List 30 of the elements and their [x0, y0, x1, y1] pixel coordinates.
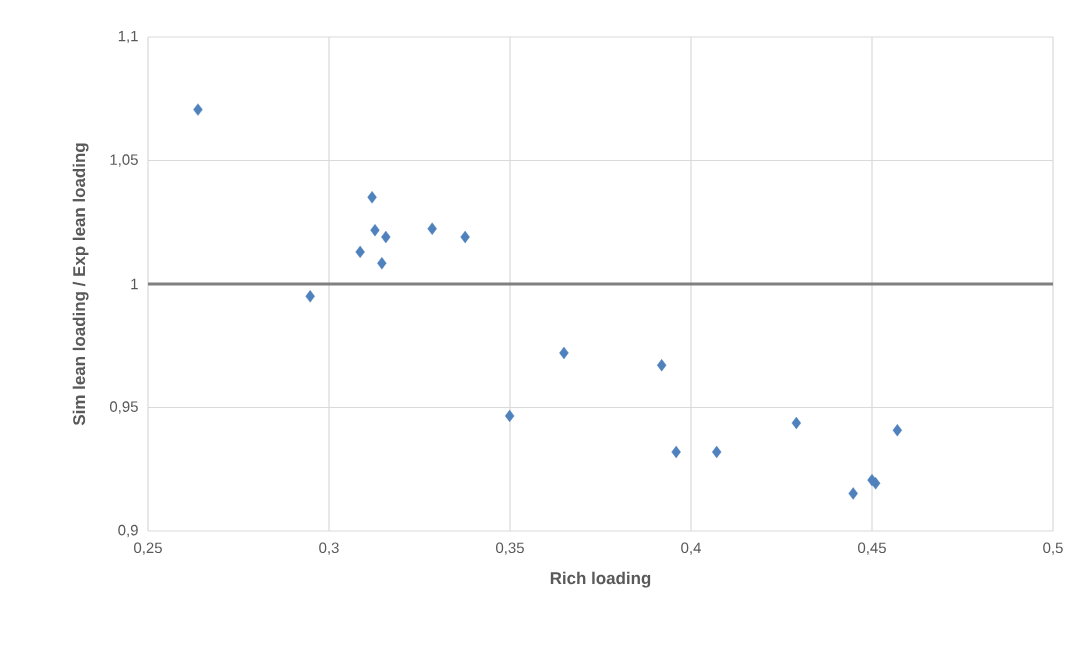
x-tick-label: 0,3 [319, 542, 339, 555]
point [381, 230, 391, 244]
y-tick-label: 1,05 [110, 154, 138, 167]
y-tick-label: 1 [131, 278, 138, 290]
point [377, 257, 387, 270]
x-tick-label: 0,5 [1043, 542, 1063, 555]
point [791, 416, 802, 430]
point [848, 487, 858, 500]
point [305, 290, 315, 303]
point [671, 445, 681, 459]
point [370, 223, 380, 237]
y-tick-label: 0,95 [109, 401, 138, 414]
point [460, 230, 470, 244]
point [427, 222, 437, 235]
y-tick-label: 1,1 [118, 30, 138, 44]
point [504, 409, 515, 423]
point [657, 359, 667, 372]
point [559, 346, 569, 360]
x-tick-label: 0,45 [858, 542, 886, 555]
point [193, 103, 203, 116]
y-axis-title: Sim lean loading / Exp lean loading [72, 143, 89, 426]
x-tick-label: 0,25 [134, 542, 162, 555]
x-tick-label: 0,35 [496, 542, 524, 555]
y-tick-label: 0,9 [118, 524, 138, 538]
point [712, 445, 722, 459]
point [367, 191, 377, 204]
point [892, 424, 903, 437]
point [355, 245, 365, 259]
x-tick-label: 0,4 [681, 542, 701, 555]
x-axis-title: Rich loading [550, 571, 651, 588]
